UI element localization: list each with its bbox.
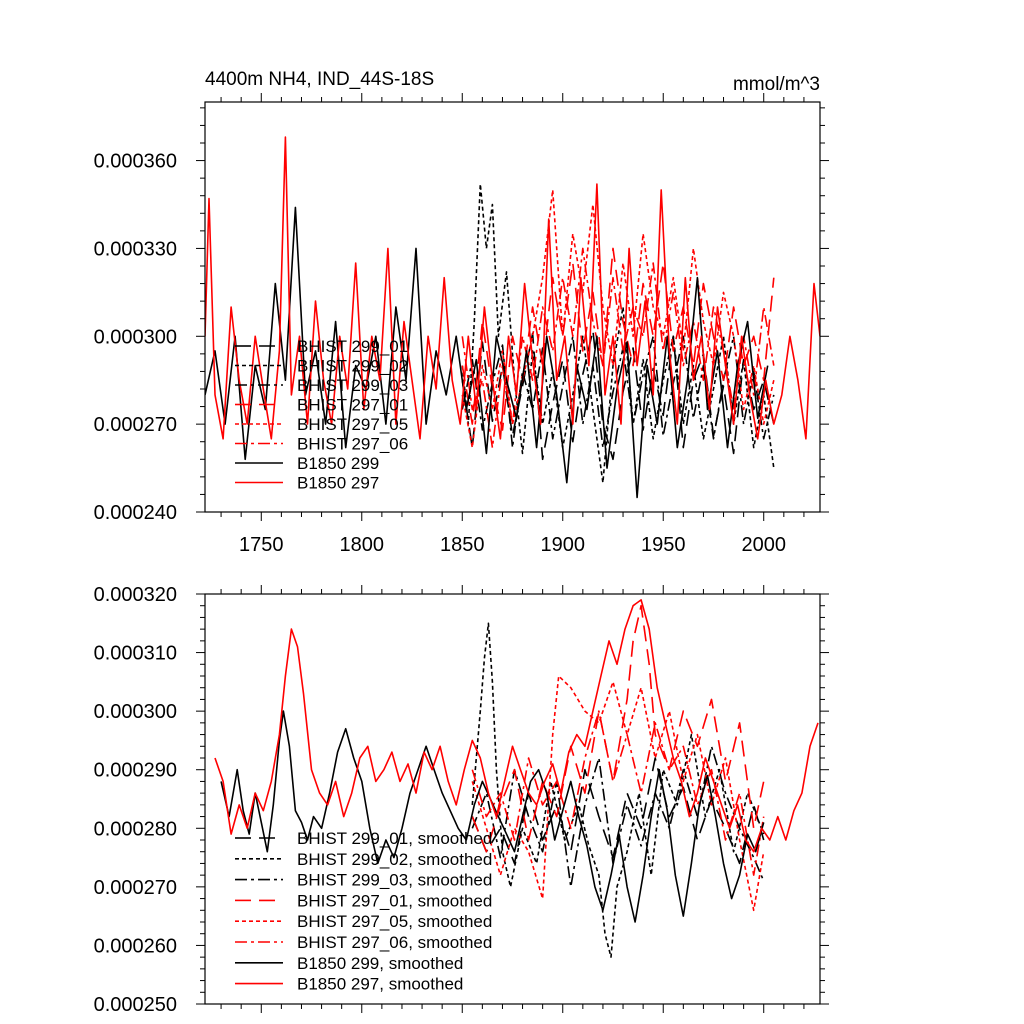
series-line-4 (471, 604, 765, 853)
top-axes: 1750 1800 1850 1900 1950 2000 0.000240 0.000270… (94, 93, 829, 556)
series-line-6 (471, 710, 765, 876)
y-tick-label: 0.000250 (94, 994, 177, 1016)
series-line-8 (205, 136, 820, 440)
series-line-3 (471, 745, 765, 888)
series-line-8 (214, 599, 819, 853)
bottom-series-layer (214, 599, 819, 958)
x-tick-label: 1900 (540, 534, 585, 556)
legend-label: BHIST 297_06 (297, 435, 408, 454)
series-line-2 (471, 622, 765, 958)
y-tick-label: 0.000330 (94, 238, 177, 260)
legend-label: BHIST 297_01, smoothed (297, 891, 492, 910)
legend-label: BHIST 299_01 (297, 337, 408, 356)
y-tick-label: 0.000320 (94, 584, 177, 606)
x-tick-label: 1850 (440, 534, 485, 556)
legend-label: B1850 297 (297, 474, 379, 493)
plot-frame (204, 593, 821, 1005)
y-tick-label: 0.000290 (94, 760, 177, 782)
series-line-3 (461, 335, 775, 449)
top-panel: 4400m NH4, IND_44S-18S mmol/m^3 1750 1800… (94, 69, 829, 556)
legend-label: B1850 299 (297, 454, 379, 473)
y-tick-label: 0.000360 (94, 151, 177, 173)
top-panel-title: 4400m NH4, IND_44S-18S (205, 69, 434, 90)
series-line-7 (205, 206, 769, 499)
plot-frame (204, 101, 821, 513)
bottom-legend: BHIST 299_01, smoothed BHIST 299_02, smoo… (235, 829, 492, 994)
y-tick-label: 0.000280 (94, 818, 177, 840)
legend-label: B1850 297, smoothed (297, 975, 463, 994)
bottom-panel: 0.000250 0.000260 0.000270 0.000280 0.000290… (94, 584, 829, 1016)
legend-label: BHIST 299_03 (297, 376, 408, 395)
legend-label: BHIST 299_03, smoothed (297, 871, 492, 890)
legend-label: BHIST 299_01, smoothed (297, 829, 492, 848)
y-tick-label: 0.000270 (94, 877, 177, 899)
series-line-4 (461, 247, 775, 431)
x-tick-label: 2000 (741, 534, 786, 556)
legend-label: BHIST 297_05 (297, 415, 408, 434)
x-tick-label: 1950 (641, 534, 686, 556)
y-tick-label: 0.000300 (94, 326, 177, 348)
legend-label: BHIST 297_05, smoothed (297, 912, 492, 931)
legend-label: B1850 299, smoothed (297, 954, 463, 973)
x-tick-label: 1750 (239, 534, 284, 556)
top-series-layer (205, 136, 820, 499)
y-tick-label: 0.000270 (94, 414, 177, 436)
y-tick-label: 0.000310 (94, 643, 177, 665)
y-tick-label: 0.000240 (94, 502, 177, 524)
bottom-axes: 0.000250 0.000260 0.000270 0.000280 0.000290… (94, 584, 829, 1016)
top-panel-units: mmol/m^3 (733, 74, 820, 95)
y-tick-label: 0.000300 (94, 701, 177, 723)
legend-label: BHIST 299_02 (297, 357, 408, 376)
legend-label: BHIST 297_01 (297, 396, 408, 415)
series-line-7 (220, 710, 765, 923)
series-line-1 (471, 757, 765, 865)
legend-label: BHIST 297_06, smoothed (297, 933, 492, 952)
x-tick-label: 1800 (340, 534, 385, 556)
y-tick-label: 0.000260 (94, 935, 177, 957)
legend-label: BHIST 299_02, smoothed (297, 850, 492, 869)
series-line-5 (461, 189, 775, 449)
series-line-5 (471, 675, 765, 912)
